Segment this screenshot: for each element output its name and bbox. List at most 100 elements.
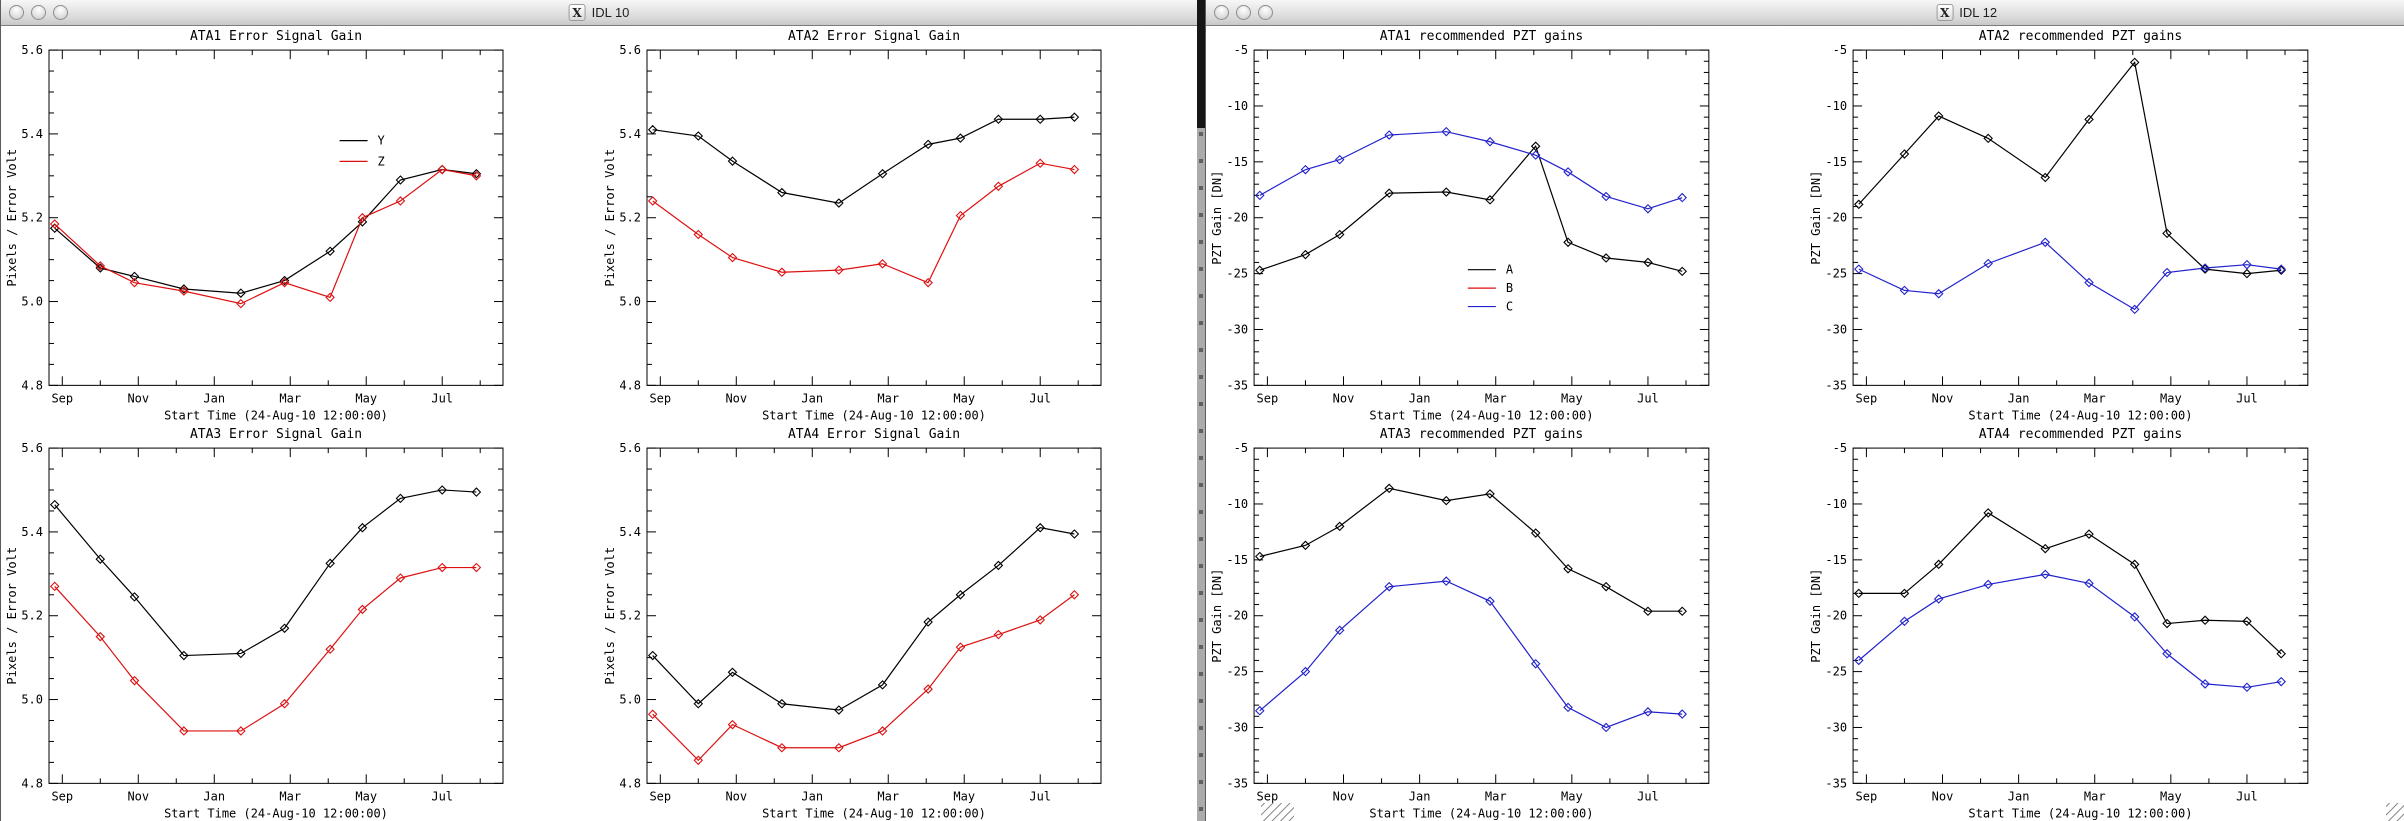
zoom-button[interactable]	[1258, 5, 1273, 20]
svg-text:-20: -20	[1825, 608, 1847, 622]
svg-text:PZT Gain [DN]: PZT Gain [DN]	[1210, 568, 1224, 662]
svg-text:A: A	[1506, 263, 1514, 277]
svg-text:5.6: 5.6	[21, 43, 43, 57]
svg-text:Start Time (24-Aug-10 12:00:00: Start Time (24-Aug-10 12:00:00)	[762, 408, 986, 422]
window-title: IDL 10	[591, 5, 630, 20]
svg-text:Pixels / Error Volt: Pixels / Error Volt	[603, 546, 617, 684]
chart-ata1-recommended-pzt-gains: Sep Nov Jan Mar May Jul -35 -30 -25 -20 -15 -10 -5 AT…	[1210, 29, 1710, 422]
close-button[interactable]	[9, 5, 24, 20]
svg-text:Mar: Mar	[877, 391, 899, 405]
svg-text:-20: -20	[1226, 608, 1248, 622]
chart-ata3-recommended-pzt-gains: Sep Nov Jan Mar May Jul -35 -30 -25 -20 -15 -10 -5 AT…	[1210, 427, 1710, 820]
svg-text:5.4: 5.4	[619, 524, 641, 538]
svg-text:Mar: Mar	[1485, 789, 1507, 803]
svg-text:Start Time (24-Aug-10 12:00:00: Start Time (24-Aug-10 12:00:00)	[762, 806, 986, 820]
svg-text:4.8: 4.8	[21, 378, 43, 392]
svg-text:4.8: 4.8	[619, 776, 641, 790]
minimize-button[interactable]	[31, 5, 46, 20]
svg-text:-35: -35	[1226, 378, 1248, 392]
chart-ata1-error-signal-gain: Sep Nov Jan Mar May Jul 4.8 5.0 5.2 5.4 5.6 ATA1 Er…	[5, 29, 504, 422]
x11-app-icon: X	[1936, 4, 1954, 21]
svg-text:Nov: Nov	[725, 391, 747, 405]
svg-text:Jan: Jan	[801, 789, 823, 803]
svg-text:Pixels / Error Volt: Pixels / Error Volt	[5, 546, 19, 684]
svg-text:5.0: 5.0	[619, 692, 641, 706]
titlebar-idl12[interactable]: X IDL 12	[1206, 0, 2404, 26]
svg-text:Start Time (24-Aug-10 12:00:00: Start Time (24-Aug-10 12:00:00)	[1369, 408, 1593, 422]
divider-dark-segment	[1197, 0, 1205, 128]
svg-text:-15: -15	[1226, 155, 1248, 169]
svg-text:5.6: 5.6	[21, 441, 43, 455]
svg-text:Mar: Mar	[2084, 391, 2106, 405]
svg-text:-15: -15	[1825, 552, 1847, 566]
svg-text:Sep: Sep	[1856, 391, 1878, 405]
svg-text:Nov: Nov	[1932, 789, 1954, 803]
svg-text:Mar: Mar	[2084, 789, 2106, 803]
svg-text:May: May	[1561, 789, 1583, 803]
minimize-button[interactable]	[1236, 5, 1251, 20]
chart-cell-ata4-pzt: Sep Nov Jan Mar May Jul -35 -30 -25 -20 -15 -10 -5 AT…	[1805, 424, 2404, 821]
chart-ata2-error-signal-gain: Sep Nov Jan Mar May Jul 4.8 5.0 5.2 5.4 5.6 ATA2 Er…	[603, 29, 1102, 422]
svg-text:-5: -5	[1234, 441, 1248, 455]
svg-text:May: May	[953, 391, 975, 405]
svg-text:-10: -10	[1226, 496, 1248, 510]
svg-text:Start Time (24-Aug-10 12:00:00: Start Time (24-Aug-10 12:00:00)	[1369, 806, 1593, 820]
chart-ata4-error-signal-gain: Sep Nov Jan Mar May Jul 4.8 5.0 5.2 5.4 5.6 ATA4 Er…	[603, 427, 1102, 820]
svg-text:Pixels / Error Volt: Pixels / Error Volt	[5, 149, 19, 287]
svg-text:Mar: Mar	[877, 789, 899, 803]
title-group: X IDL 10	[568, 4, 630, 21]
chart-ata2-recommended-pzt-gains: Sep Nov Jan Mar May Jul -35 -30 -25 -20 -15 -10 -5 AT…	[1809, 29, 2309, 422]
svg-text:-5: -5	[1833, 441, 1847, 455]
resize-grip[interactable]	[1261, 803, 1294, 821]
svg-text:Nov: Nov	[1333, 391, 1355, 405]
svg-text:-30: -30	[1825, 322, 1847, 336]
chart-cell-ata3-error: Sep Nov Jan Mar May Jul 4.8 5.0 5.2 5.4 5.6 ATA3 Er…	[1, 424, 599, 821]
resize-grip[interactable]	[2386, 803, 2404, 821]
svg-text:4.8: 4.8	[21, 776, 43, 790]
zoom-button[interactable]	[53, 5, 68, 20]
svg-text:May: May	[953, 789, 975, 803]
svg-text:-10: -10	[1226, 99, 1248, 113]
svg-text:PZT Gain [DN]: PZT Gain [DN]	[1809, 568, 1823, 662]
svg-text:5.6: 5.6	[619, 441, 641, 455]
svg-text:Z: Z	[378, 154, 385, 168]
svg-text:Mar: Mar	[279, 789, 301, 803]
svg-text:Jul: Jul	[1637, 391, 1659, 405]
close-button[interactable]	[1214, 5, 1229, 20]
chart-cell-ata1-error: Sep Nov Jan Mar May Jul 4.8 5.0 5.2 5.4 5.6 ATA1 Er…	[1, 26, 599, 424]
svg-text:Y: Y	[378, 134, 386, 148]
titlebar-idl10[interactable]: X IDL 10	[1, 0, 1197, 26]
svg-text:Start Time (24-Aug-10 12:00:00: Start Time (24-Aug-10 12:00:00)	[164, 408, 388, 422]
svg-text:C: C	[1506, 300, 1513, 314]
svg-text:Start Time (24-Aug-10 12:00:00: Start Time (24-Aug-10 12:00:00)	[1968, 408, 2192, 422]
svg-text:-15: -15	[1226, 552, 1248, 566]
svg-text:-30: -30	[1226, 322, 1248, 336]
svg-text:Jul: Jul	[2236, 789, 2258, 803]
svg-text:-25: -25	[1825, 267, 1847, 281]
svg-text:5.2: 5.2	[21, 211, 43, 225]
svg-text:-5: -5	[1833, 43, 1847, 57]
svg-text:-10: -10	[1825, 99, 1847, 113]
window-idl12: X IDL 12 Sep Nov Jan Mar May Jul -35 -30 -25 -20 -…	[1205, 0, 2404, 821]
svg-text:Jan: Jan	[2008, 391, 2030, 405]
svg-text:May: May	[355, 789, 377, 803]
svg-text:Start Time (24-Aug-10 12:00:00: Start Time (24-Aug-10 12:00:00)	[1968, 806, 2192, 820]
window-title: IDL 12	[1959, 5, 1998, 20]
svg-text:5.0: 5.0	[21, 692, 43, 706]
svg-text:5.4: 5.4	[21, 127, 43, 141]
svg-text:-20: -20	[1226, 211, 1248, 225]
svg-text:5.2: 5.2	[619, 211, 641, 225]
svg-text:Jan: Jan	[2008, 789, 2030, 803]
svg-text:May: May	[2160, 391, 2182, 405]
svg-text:Jul: Jul	[2236, 391, 2258, 405]
svg-text:Mar: Mar	[279, 391, 301, 405]
svg-text:Sep: Sep	[649, 789, 671, 803]
svg-text:Mar: Mar	[1485, 391, 1507, 405]
titlebar-buttons	[9, 5, 68, 20]
svg-text:Sep: Sep	[1856, 789, 1878, 803]
svg-text:-35: -35	[1226, 776, 1248, 790]
window-divider	[1197, 0, 1205, 821]
svg-text:-35: -35	[1825, 378, 1847, 392]
svg-text:PZT Gain [DN]: PZT Gain [DN]	[1210, 171, 1224, 265]
svg-text:ATA4 recommended PZT gains: ATA4 recommended PZT gains	[1979, 427, 2183, 442]
